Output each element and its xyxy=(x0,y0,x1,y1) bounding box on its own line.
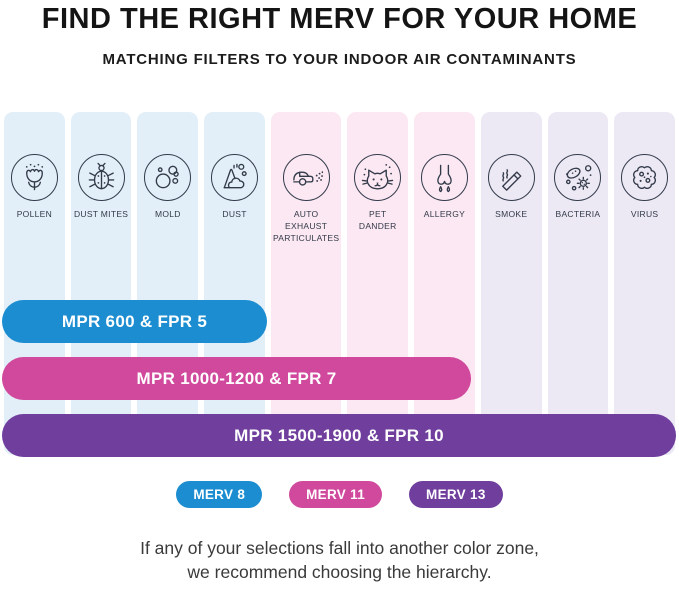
column-label: BACTERIA xyxy=(555,209,601,219)
column-label: ALLERGY xyxy=(423,209,466,219)
column-label: DUST xyxy=(222,209,247,219)
footer-note: If any of your selections fall into anot… xyxy=(0,536,679,584)
column-virus: VIRUS xyxy=(614,112,676,455)
legend-label: MERV 13 xyxy=(426,487,486,502)
page-title: FIND THE RIGHT MERV FOR YOUR HOME xyxy=(41,3,638,35)
mpr-fpr-bar-merv8: MPR 600 & FPR 5 xyxy=(2,300,267,343)
bacteria-icon xyxy=(554,154,602,201)
column-mold: MOLD xyxy=(137,112,199,455)
column-smoke: SMOKE xyxy=(480,112,542,455)
column-dust: DUST xyxy=(204,112,265,455)
column-label: AUTO EXHAUST PARTICULATES xyxy=(272,209,340,243)
column-bacteria: BACTERIA xyxy=(547,112,609,455)
legend-pill-merv11: MERV 11 xyxy=(289,481,383,508)
column-allergy: ALLERGY xyxy=(414,112,475,455)
column-dust-mites: DUST MITES xyxy=(70,112,132,455)
column-label: MOLD xyxy=(154,209,181,219)
mpr-fpr-bar-merv13: MPR 1500-1900 & FPR 10 xyxy=(2,414,676,457)
column-label: SMOKE xyxy=(495,209,528,219)
mpr-fpr-bar-merv11: MPR 1000-1200 & FPR 7 xyxy=(2,357,471,400)
merv-legend: MERV 8 MERV 11 MERV 13 xyxy=(0,481,679,508)
column-pollen: POLLEN xyxy=(4,112,65,455)
legend-label: MERV 11 xyxy=(306,487,366,502)
column-label: VIRUS xyxy=(630,209,659,219)
dust-icon xyxy=(211,154,259,201)
pollen-icon xyxy=(10,154,58,201)
auto-exhaust-icon xyxy=(282,154,330,201)
mold-icon xyxy=(144,154,192,201)
page-subtitle: MATCHING FILTERS TO YOUR INDOOR AIR CONT… xyxy=(102,51,577,68)
column-label: PET DANDER xyxy=(358,209,397,231)
footer-line-2: we recommend choosing the hierarchy. xyxy=(187,562,492,583)
dust-mites-icon xyxy=(77,154,125,201)
column-label: POLLEN xyxy=(16,209,53,219)
column-label: DUST MITES xyxy=(73,209,129,219)
bar-label: MPR 1500-1900 & FPR 10 xyxy=(234,425,444,445)
bar-label: MPR 600 & FPR 5 xyxy=(61,311,208,331)
footer-line-1: If any of your selections fall into anot… xyxy=(140,538,539,558)
allergy-icon xyxy=(420,154,468,201)
contaminant-columns: POLLEN DUST MITES MOLD xyxy=(4,112,676,455)
bar-label: MPR 1000-1200 & FPR 7 xyxy=(136,368,337,388)
column-pet-dander: PET DANDER xyxy=(347,112,409,455)
column-auto-exhaust: AUTO EXHAUST PARTICULATES xyxy=(270,112,342,455)
legend-label: MERV 8 xyxy=(193,487,246,502)
legend-pill-merv13: MERV 13 xyxy=(409,481,503,508)
pet-dander-icon xyxy=(354,154,402,201)
virus-icon xyxy=(621,154,669,201)
legend-pill-merv8: MERV 8 xyxy=(176,481,263,508)
smoke-icon xyxy=(487,154,535,201)
